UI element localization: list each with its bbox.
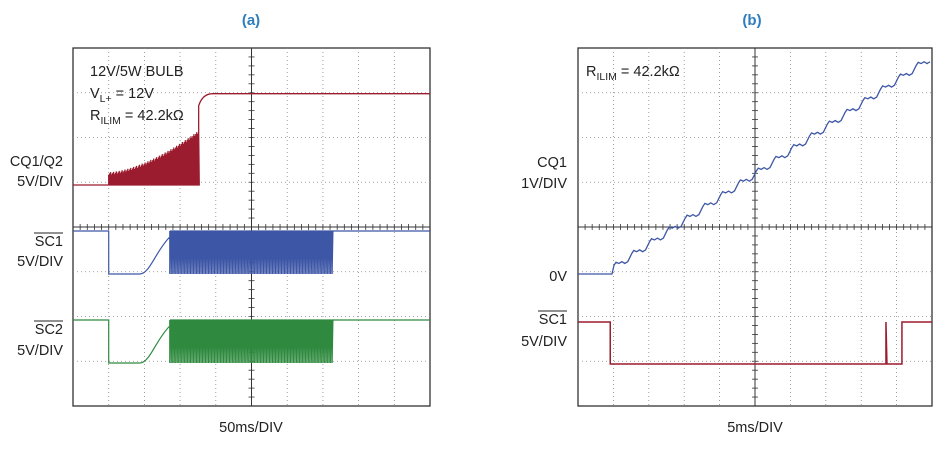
bulb-annotation: 12V/5W BULB bbox=[90, 64, 184, 80]
panel-b-grid bbox=[578, 48, 932, 406]
panel-b-traces bbox=[578, 60, 932, 365]
cq1-scale: 1V/DIV bbox=[521, 176, 567, 192]
trace-sc1-a bbox=[73, 230, 430, 275]
sc1-name-a: SC1 bbox=[35, 234, 63, 250]
x-axis-label-a: 50ms/DIV bbox=[219, 420, 283, 436]
trace-cq1-q2 bbox=[73, 93, 430, 186]
sc2-scale: 5V/DIV bbox=[17, 343, 63, 359]
sc1-name-b: SC1 bbox=[539, 312, 567, 328]
trace-sc2 bbox=[73, 319, 430, 364]
cq1q2-name: CQ1/Q2 bbox=[10, 154, 63, 170]
sc1-scale-a: 5V/DIV bbox=[17, 254, 63, 270]
vl-annotation: VL+ = 12V bbox=[90, 86, 154, 105]
trace-cq1-staircase bbox=[578, 60, 931, 275]
sc1-scale-b: 5V/DIV bbox=[521, 334, 567, 350]
rilim-annotation-b: RILIM = 42.2kΩ bbox=[586, 64, 680, 83]
sc2-name: SC2 bbox=[35, 322, 63, 338]
cq1-name: CQ1 bbox=[537, 155, 567, 171]
zero-volt-label: 0V bbox=[549, 269, 567, 285]
cq1q2-scale: 5V/DIV bbox=[17, 174, 63, 190]
panel-a-traces bbox=[73, 93, 430, 364]
trace-sc1-b bbox=[578, 321, 932, 365]
x-axis-label-b: 5ms/DIV bbox=[727, 420, 783, 436]
panel-a-label: (a) bbox=[242, 12, 260, 29]
rilim-annotation-a: RILIM = 42.2kΩ bbox=[90, 108, 184, 127]
panel-a-grid bbox=[73, 48, 430, 406]
panel-b-label: (b) bbox=[742, 12, 761, 29]
